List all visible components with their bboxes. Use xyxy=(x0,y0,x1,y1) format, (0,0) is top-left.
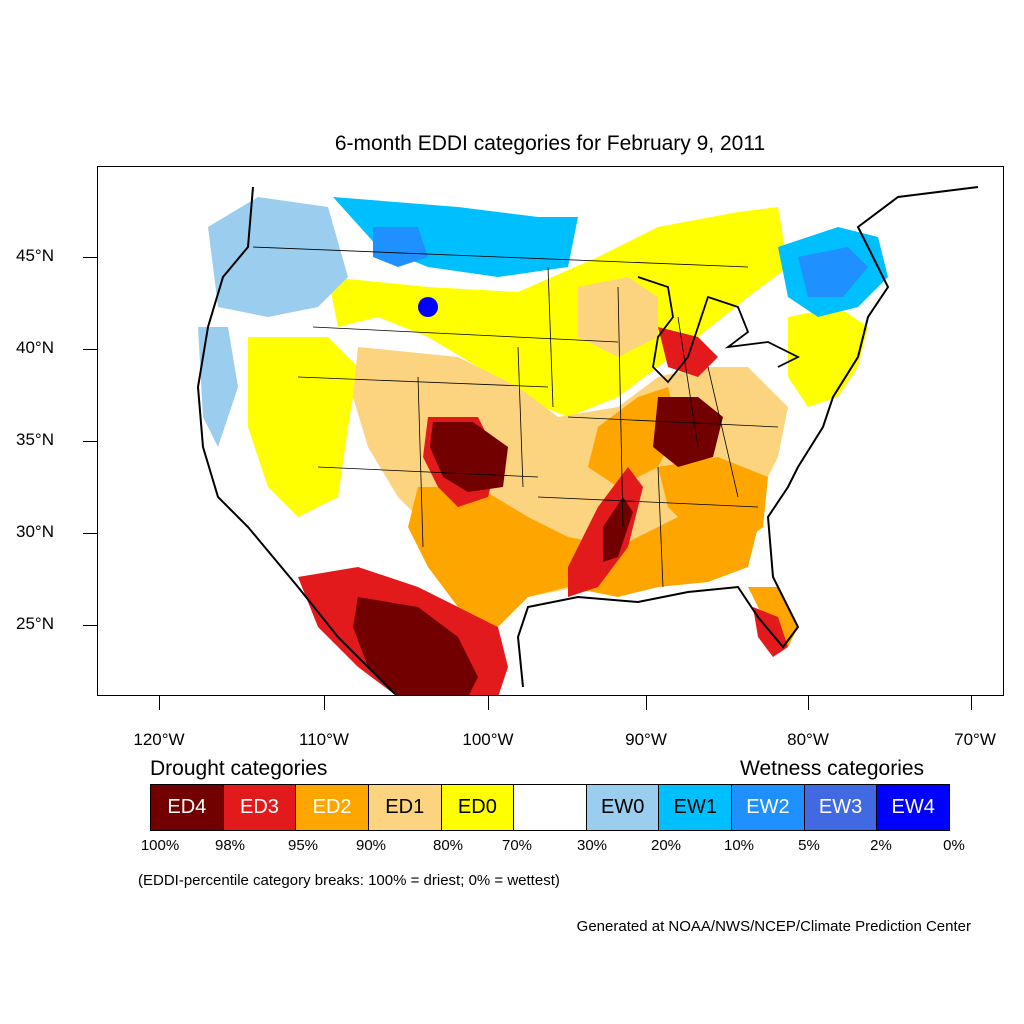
break-label-30: 30% xyxy=(576,837,608,854)
zone-ed4-lower-miss xyxy=(603,497,633,562)
lat-label-45: 45°N xyxy=(16,246,54,265)
legend-swatch-ed2: ED2 xyxy=(296,785,369,830)
zone-ed0-west xyxy=(248,337,358,517)
lon-label-90: 90°W xyxy=(625,730,667,749)
lon-tick-120 xyxy=(159,696,160,710)
category-note: (EDDI-percentile category breaks: 100% =… xyxy=(138,872,560,889)
map-title: 6-month EDDI categories for February 9, … xyxy=(334,132,766,155)
legend-swatch-ew2: EW2 xyxy=(732,785,805,830)
lat-tick-45 xyxy=(83,257,97,258)
legend-label-ed0: ED0 xyxy=(457,796,497,818)
lat-tick-35 xyxy=(83,441,97,442)
break-label-2: 2% xyxy=(870,837,892,854)
lon-label-70: 70°W xyxy=(954,730,996,749)
break-label-98: 98% xyxy=(214,837,246,854)
zone-ed2-southeast xyxy=(658,457,768,547)
lat-tick-25 xyxy=(83,625,97,626)
lat-label-25: 25°N xyxy=(16,614,54,633)
legend-label-ew0: EW0 xyxy=(600,796,645,818)
legend-label-ed1: ED1 xyxy=(385,796,425,818)
map-frame xyxy=(97,166,1004,696)
zone-ed0-east xyxy=(788,307,868,407)
break-label-20: 20% xyxy=(650,837,682,854)
legend-swatch-ew0: EW0 xyxy=(586,785,660,830)
break-label-80: 80% xyxy=(432,837,464,854)
legend-swatch-ew3: EW3 xyxy=(804,785,878,830)
lon-label-120: 120°W xyxy=(133,730,185,749)
zone-ew4-spot xyxy=(418,297,438,317)
legend-label-ed2: ED2 xyxy=(312,796,352,818)
zone-ed1-northcentral xyxy=(578,277,658,357)
lat-label-30: 30°N xyxy=(16,522,54,541)
eddi-map xyxy=(196,186,979,695)
lon-tick-70 xyxy=(971,696,972,710)
drought-heading: Drought categories xyxy=(150,757,328,780)
legend-swatch-ed4: ED4 xyxy=(151,785,224,830)
lon-tick-110 xyxy=(324,696,325,710)
lon-label-100: 100°W xyxy=(462,730,514,749)
lat-label-35: 35°N xyxy=(16,430,54,449)
zone-ed4-ohio-valley xyxy=(653,397,723,467)
legend-label-ed4: ED4 xyxy=(167,796,207,818)
break-label-95: 95% xyxy=(287,837,319,854)
zone-ew1-northern-plains xyxy=(333,197,578,277)
break-label-100: 100% xyxy=(140,837,180,854)
lat-tick-40 xyxy=(83,349,97,350)
break-label-90: 90% xyxy=(355,837,387,854)
lat-tick-30 xyxy=(83,533,97,534)
legend-swatch-ew4: EW4 xyxy=(877,785,950,830)
zone-ew0-northwest xyxy=(208,197,348,317)
legend-label-ed3: ED3 xyxy=(240,796,279,818)
state-borders xyxy=(252,246,779,588)
lon-label-80: 80°W xyxy=(787,730,829,749)
lon-label-110: 110°W xyxy=(299,730,349,749)
lat-label-40: 40°N xyxy=(16,338,54,357)
zone-ew2-northeast xyxy=(798,247,868,297)
zone-ew2-montana xyxy=(373,227,428,267)
zone-ed2-mississippi xyxy=(588,387,678,487)
legend-label-ew2: EW2 xyxy=(746,796,790,818)
coastline xyxy=(196,186,979,695)
legend-label-ew3: EW3 xyxy=(818,796,863,818)
legend-swatch-ed0: ED0 xyxy=(441,785,515,830)
wetness-heading: Wetness categories xyxy=(740,757,925,780)
break-label-70: 70% xyxy=(501,837,533,854)
great-lakes xyxy=(637,276,801,384)
break-label-0: 0% xyxy=(943,837,965,854)
break-label-5: 5% xyxy=(798,837,820,854)
legend-swatch-ed3: ED3 xyxy=(223,785,297,830)
zone-ew0-west-coast xyxy=(198,327,238,447)
legend-label-ew4: EW4 xyxy=(891,796,935,818)
lon-tick-100 xyxy=(488,696,489,710)
legend-swatch-normal xyxy=(514,785,587,830)
credit-line: Generated at NOAA/NWS/NCEP/Climate Predi… xyxy=(576,918,971,935)
lon-tick-80 xyxy=(808,696,809,710)
legend-swatch-ew1: EW1 xyxy=(659,785,733,830)
legend-colorbar: ED4 ED3 ED2 ED1 ED0 EW0 EW1 EW2 EW3 EW4 xyxy=(150,784,950,831)
zone-ed4-southwest xyxy=(353,597,478,695)
lon-tick-90 xyxy=(646,696,647,710)
legend-label-ew1: EW1 xyxy=(673,796,717,818)
zone-ed0-north xyxy=(328,207,788,417)
legend-swatch-ed1: ED1 xyxy=(368,785,442,830)
break-label-10: 10% xyxy=(723,837,755,854)
zone-ed3-michigan xyxy=(658,327,718,377)
